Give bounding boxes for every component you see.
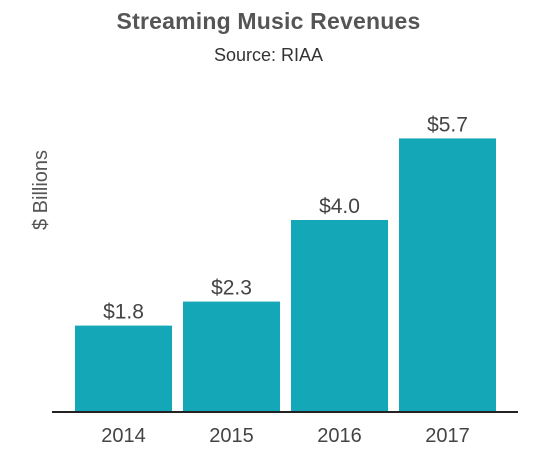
data-label-2014: $1.8 [103,301,144,324]
tick-labels-group: 2014 2015 2016 2017 [101,425,470,447]
x-tick-label-2014: 2014 [101,425,146,447]
bar-2015 [183,301,280,412]
data-label-2015: $2.3 [211,277,252,300]
data-labels-group: $1.8 $2.3 $4.0 $5.7 [103,113,468,323]
x-tick-label-2017: 2017 [425,425,470,447]
chart-title: Streaming Music Revenues [116,8,421,34]
bar-2014 [75,325,172,412]
bar-2016 [291,220,388,412]
bars-group [75,138,496,412]
y-axis-label: $ Billions [30,150,52,230]
x-tick-label-2015: 2015 [209,425,254,447]
data-label-2017: $5.7 [427,113,468,136]
bar-2017 [399,138,496,412]
data-label-2016: $4.0 [319,195,360,218]
chart-subtitle: Source: RIAA [213,45,324,65]
x-tick-label-2016: 2016 [317,425,362,447]
